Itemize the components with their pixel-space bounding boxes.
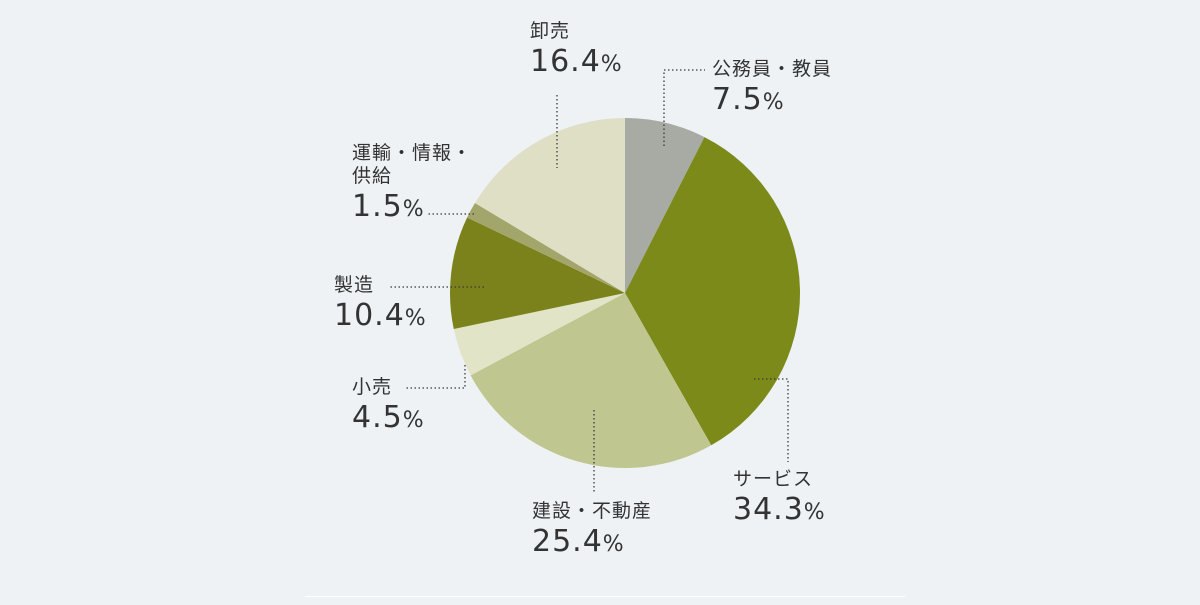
label-transport: 運輸・情報・ 供給 1.5% [352,142,473,224]
leader-line-civil-servant [663,69,705,146]
slice-label: 建設・不動産 [532,500,653,522]
slice-label: 卸売 [530,20,571,42]
slice-label: 公務員・教員 [712,58,833,80]
label-wholesale: 卸売 16.4% [530,20,623,79]
label-service: サービス 34.3% [733,468,826,527]
pie-slice-wholesale [474,118,625,293]
slice-label: サービス [733,468,814,490]
slice-value: 10.4 [334,297,405,333]
label-construction: 建設・不動産 25.4% [532,500,653,559]
bottom-divider [305,596,905,597]
slice-value: 34.3 [733,491,804,527]
slice-value: 16.4 [530,43,601,79]
pie-slice-service [625,137,801,446]
slice-value: 25.4 [532,523,603,559]
slice-label: 小売 [352,376,393,398]
slice-value: 4.5 [352,399,403,435]
pie-slice-construction [470,293,712,468]
pie-slice-retail [453,293,625,376]
slice-label: 運輸・情報・ 供給 [352,142,473,187]
slice-value: 7.5 [712,81,763,117]
label-manufacturing: 製造 10.4% [334,274,427,333]
label-civil-servant: 公務員・教員 7.5% [712,58,833,117]
slice-value: 1.5 [352,188,403,224]
slice-label: 製造 [334,274,375,296]
pie-slice-transport [467,202,625,293]
label-retail: 小売 4.5% [352,376,425,435]
pie-slice-civil-servant [625,118,705,293]
pie-slice-manufacturing [450,217,625,330]
leader-line-service [754,378,789,462]
